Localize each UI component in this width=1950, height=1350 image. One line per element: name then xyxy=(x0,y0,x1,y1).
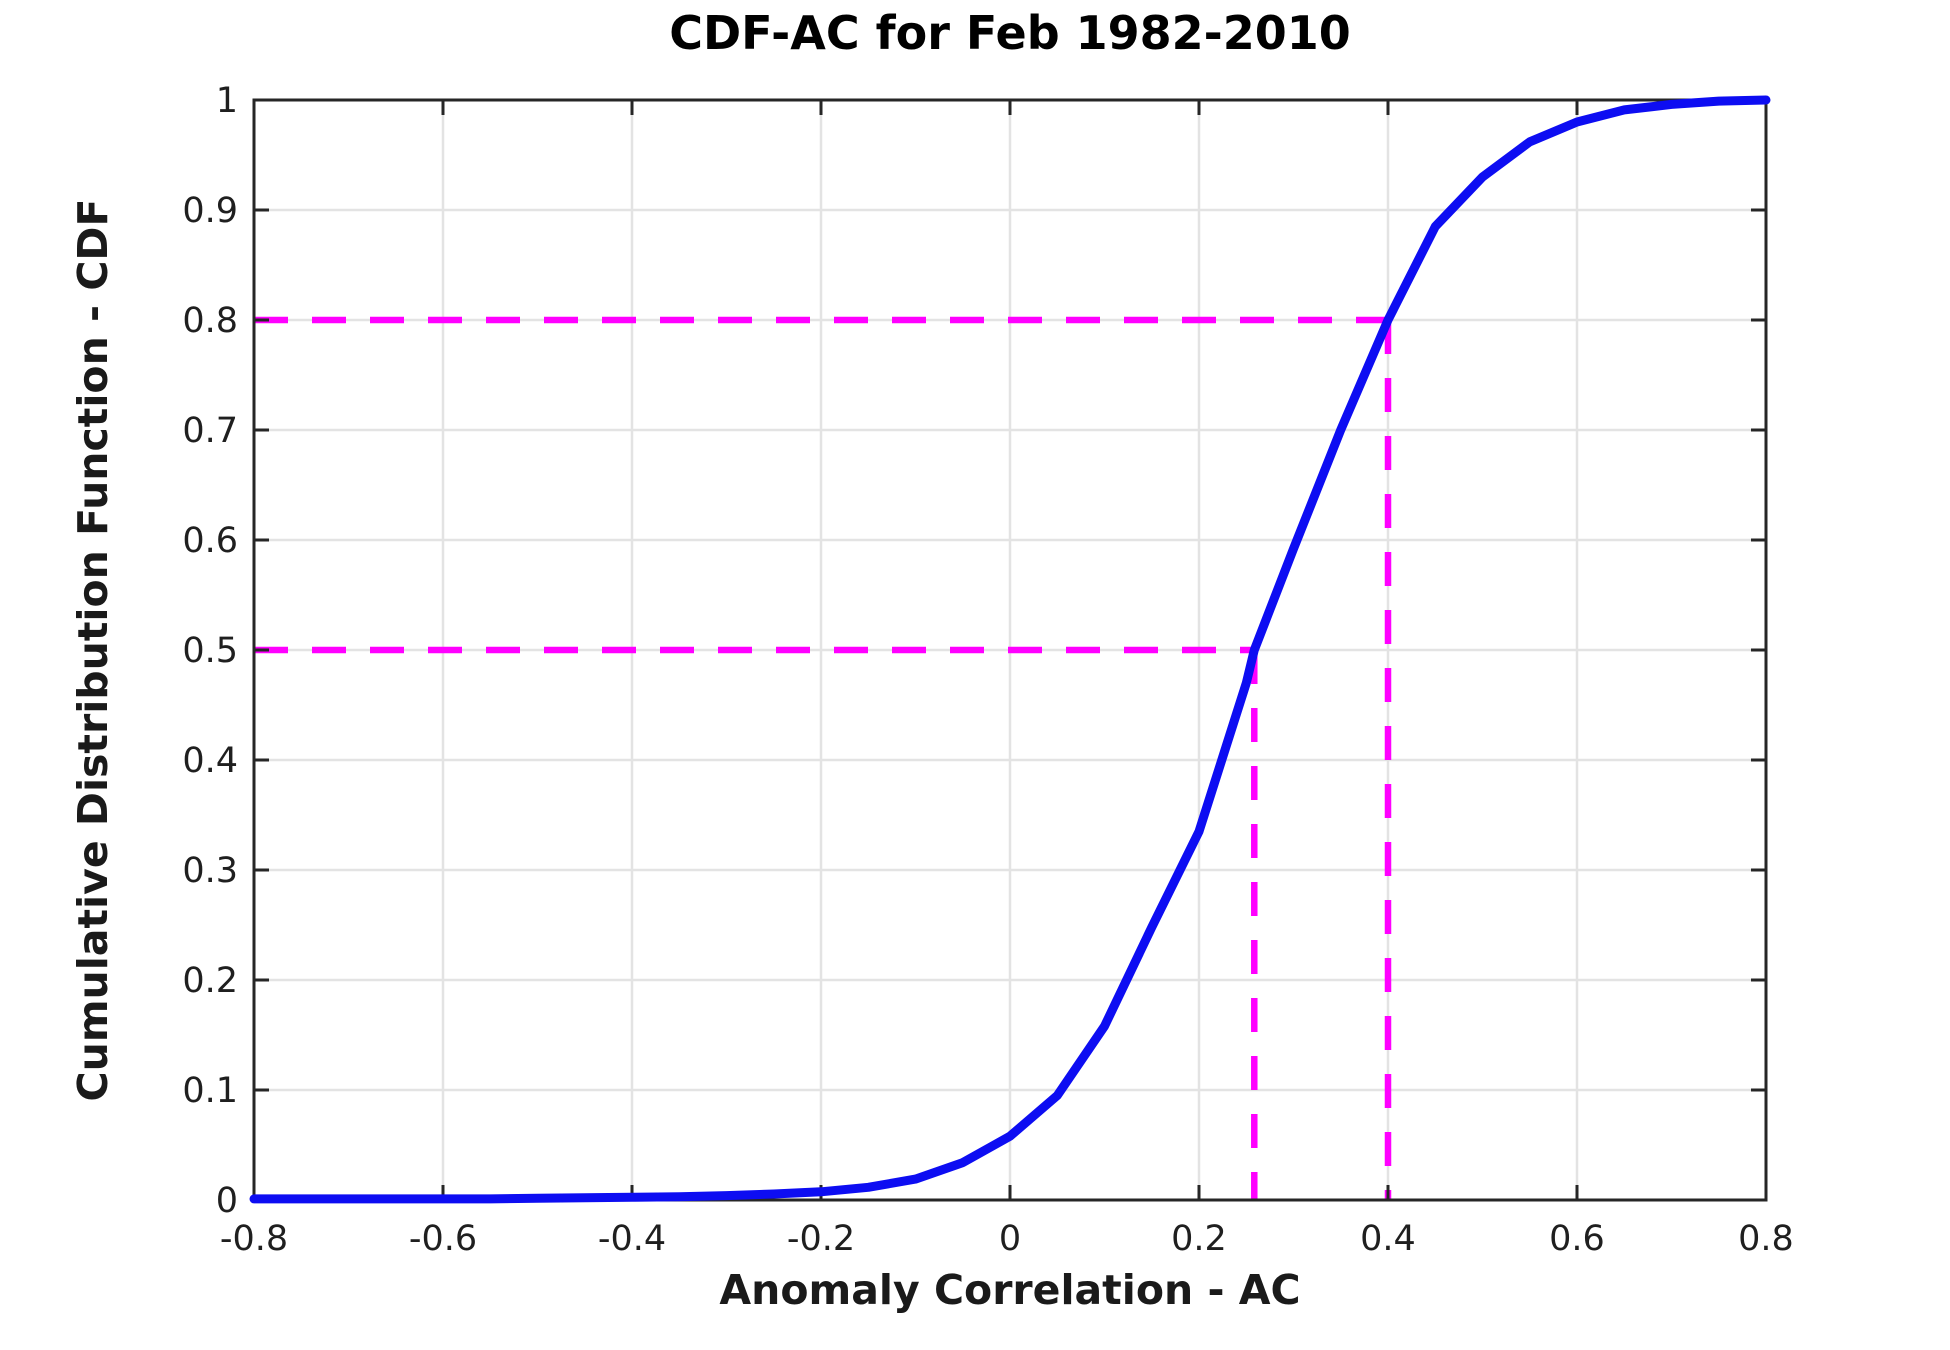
y-tick-label: 0.7 xyxy=(182,411,238,451)
y-tick-label: 0.2 xyxy=(182,961,238,1001)
x-tick-label: -0.2 xyxy=(787,1219,855,1259)
y-tick-label: 0.3 xyxy=(182,851,238,891)
x-tick-label: 0.2 xyxy=(1171,1219,1227,1259)
x-tick-label: -0.4 xyxy=(598,1219,666,1259)
x-tick-label: -0.6 xyxy=(409,1219,477,1259)
y-axis-label: Cumulative Distribution Function - CDF xyxy=(69,198,117,1102)
y-tick-label: 0.8 xyxy=(182,301,238,341)
y-tick-label: 0.1 xyxy=(182,1071,238,1111)
y-tick-label: 0.4 xyxy=(182,741,238,781)
y-tick-label: 0.9 xyxy=(182,191,238,231)
x-axis-label: Anomaly Correlation - AC xyxy=(719,1266,1301,1314)
x-tick-label: 0 xyxy=(999,1219,1021,1259)
x-tick-label: 0.4 xyxy=(1360,1219,1416,1259)
y-tick-label: 0.6 xyxy=(182,521,238,561)
y-tick-label: 1 xyxy=(216,81,238,121)
x-tick-label: -0.8 xyxy=(220,1219,288,1259)
y-tick-label: 0.5 xyxy=(182,631,238,671)
x-tick-label: 0.6 xyxy=(1549,1219,1605,1259)
x-tick-label: 0.8 xyxy=(1738,1219,1794,1259)
y-tick-label: 0 xyxy=(216,1181,238,1221)
cdf-curve xyxy=(249,95,1771,1204)
chart-title: CDF-AC for Feb 1982-2010 xyxy=(669,6,1351,60)
